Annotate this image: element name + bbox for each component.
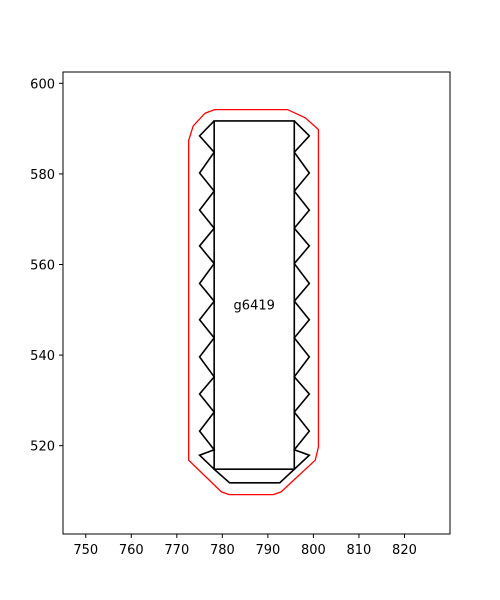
annotation-layer: g6419 <box>234 298 275 313</box>
x-tick-label: 820 <box>392 543 417 558</box>
y-tick-label: 580 <box>30 168 55 183</box>
x-tick-label: 810 <box>347 543 372 558</box>
series-bottom-tab <box>213 468 295 484</box>
series-clearance-outline <box>188 108 320 496</box>
x-tick-label: 760 <box>119 543 144 558</box>
x-tick-label: 780 <box>210 543 235 558</box>
series-left-pins <box>198 120 216 470</box>
series-body-rectangle <box>213 120 296 471</box>
y-tick-label: 560 <box>30 259 55 274</box>
annotation-label: g6419 <box>234 298 275 313</box>
x-tick-label: 750 <box>73 543 98 558</box>
x-tick-label: 770 <box>164 543 189 558</box>
y-axis: 520 540 560 580 600 <box>30 77 63 455</box>
y-tick-label: 600 <box>30 77 55 92</box>
x-tick-label: 790 <box>255 543 280 558</box>
y-tick-label: 540 <box>30 349 55 364</box>
y-tick-label: 520 <box>30 440 55 455</box>
plot-frame <box>62 71 451 535</box>
series-right-pins <box>292 120 311 470</box>
x-tick-label: 800 <box>301 543 326 558</box>
x-axis: 750 760 770 780 790 800 810 820 <box>73 534 417 558</box>
series-layer <box>188 108 320 496</box>
